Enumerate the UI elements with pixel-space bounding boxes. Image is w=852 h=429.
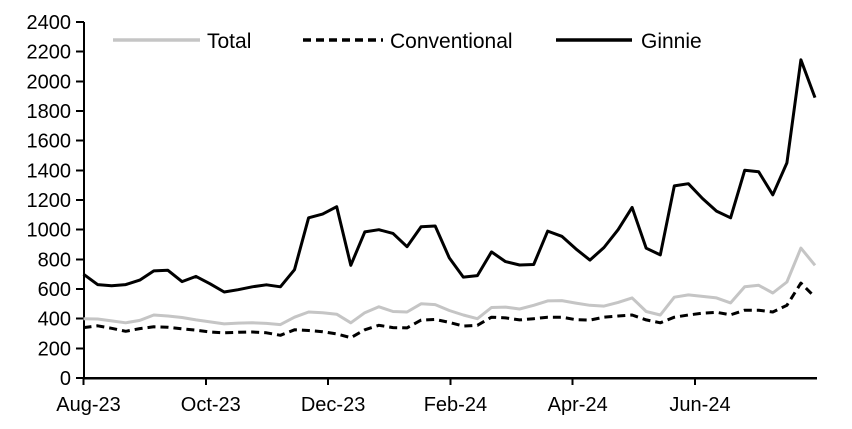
x-axis-tick-label: Dec-23 xyxy=(301,394,365,416)
y-axis-tick-label: 1800 xyxy=(27,101,72,123)
y-axis-tick-label: 1000 xyxy=(27,220,72,242)
x-axis-tick-label: Feb-24 xyxy=(424,394,487,416)
series-line-conventional xyxy=(83,281,817,340)
y-axis-tick-label: 200 xyxy=(38,338,71,360)
y-axis-tick-label: 1200 xyxy=(27,190,72,212)
series-line-total xyxy=(83,246,817,327)
y-axis-tick-label: 2400 xyxy=(27,12,72,34)
y-axis-tick-label: 2000 xyxy=(27,71,72,93)
y-axis-tick-label: 1400 xyxy=(27,160,72,182)
x-axis-tick-label: Jun-24 xyxy=(669,394,730,416)
x-axis-tick-label: Apr-24 xyxy=(548,394,608,416)
y-axis-tick-label: 0 xyxy=(60,368,71,390)
legend-label-ginnie: Ginnie xyxy=(641,30,702,53)
y-axis-tick-label: 600 xyxy=(38,279,71,301)
y-axis-tick-label: 800 xyxy=(38,249,71,271)
y-axis-tick-label: 400 xyxy=(38,309,71,331)
x-axis-tick-label: Aug-23 xyxy=(56,394,121,416)
x-axis-tick-label: Oct-23 xyxy=(181,394,241,416)
series-line-ginnie xyxy=(82,58,817,294)
y-axis-tick-label: 1600 xyxy=(27,131,72,153)
y-axis-tick-label: 2200 xyxy=(27,42,72,64)
legend-label-conventional: Conventional xyxy=(390,30,513,53)
legend-label-total: Total xyxy=(207,30,251,53)
